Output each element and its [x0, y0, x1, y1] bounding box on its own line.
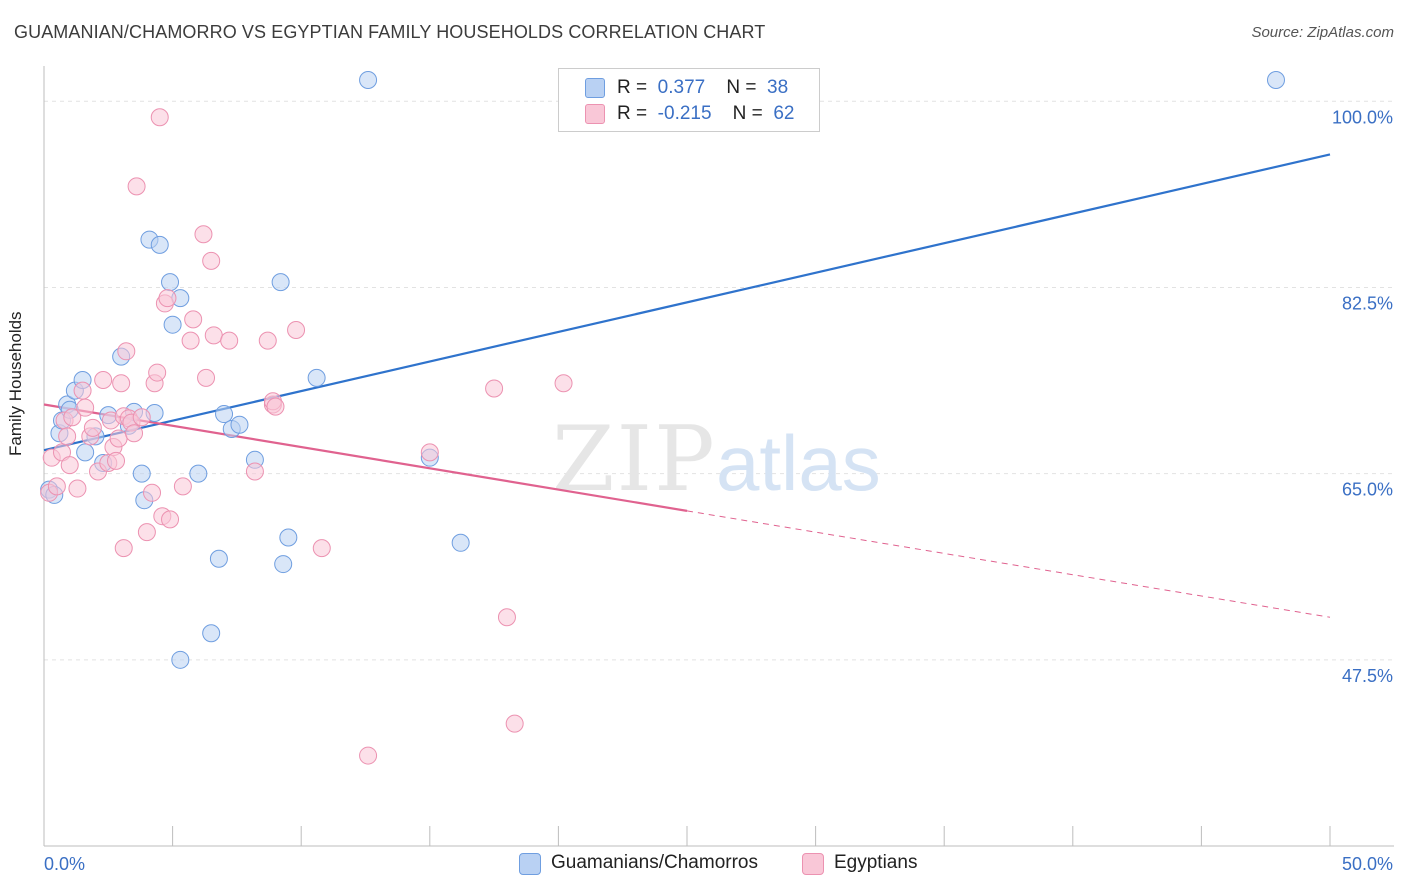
point-egyptian-23: [114, 539, 133, 558]
chart-title: GUAMANIAN/CHAMORRO VS EGYPTIAN FAMILY HO…: [14, 22, 766, 42]
point-egyptian-55: [485, 379, 504, 398]
watermark-atlas: atlas: [716, 419, 881, 507]
point-egyptian-27: [127, 177, 146, 196]
point-egyptian-44: [204, 326, 223, 345]
point-guamanian-38: [1266, 71, 1285, 89]
point-egyptian-28: [132, 408, 151, 427]
point-egyptian-32: [148, 363, 167, 382]
trend-line-dashed-egyptian: [686, 510, 1331, 618]
watermark: ZIP atlas: [552, 407, 881, 512]
point-egyptian-20: [112, 374, 131, 393]
legend-swatch-guamanian: [585, 78, 605, 98]
point-egyptian-41: [194, 225, 213, 244]
point-egyptian-14: [94, 371, 113, 390]
source-label: Source: ZipAtlas.com: [1251, 24, 1394, 41]
y-tick-label-47.5: 47.5%: [1342, 666, 1393, 686]
point-egyptian-45: [220, 331, 239, 350]
point-egyptian-5: [58, 427, 77, 446]
bottom-legend-label-egyptian: Egyptians: [834, 852, 918, 873]
trend-lines: [43, 153, 1331, 618]
point-egyptian-52: [312, 539, 331, 558]
point-guamanian-26: [209, 549, 228, 568]
watermark-zip: ZIP: [552, 407, 717, 512]
y-tick-label-65: 65.0%: [1342, 480, 1393, 500]
legend-r-value-guamanian: 0.377: [657, 77, 706, 98]
correlation-legend: R = 0.377 N = 38 R = -0.215 N = 62: [558, 68, 820, 132]
point-egyptian-29: [137, 523, 156, 542]
point-egyptian-33: [150, 108, 169, 127]
point-egyptian-50: [266, 397, 285, 416]
point-egyptian-54: [420, 443, 439, 462]
point-egyptian-10: [76, 398, 95, 417]
legend-text-egyptian: R = -0.215 N = 62: [617, 103, 795, 124]
point-egyptian-53: [359, 746, 378, 765]
point-egyptian-18: [107, 451, 126, 470]
y-tick-label-100: 100.0%: [1332, 107, 1393, 127]
point-egyptian-56: [497, 608, 516, 627]
point-egyptian-42: [197, 368, 216, 387]
bottom-legend-label-guamanian: Guamanians/Chamorros: [551, 852, 758, 873]
point-egyptian-36: [158, 289, 177, 308]
point-egyptian-51: [287, 321, 306, 340]
point-guamanian-34: [307, 368, 326, 387]
point-guamanian-35: [359, 71, 378, 89]
point-guamanian-21: [163, 315, 182, 334]
point-guamanian-31: [271, 273, 290, 292]
point-egyptian-6: [60, 456, 79, 475]
point-guamanian-24: [189, 464, 208, 483]
point-guamanian-33: [279, 528, 298, 547]
y-axis-label: Family Households: [6, 311, 25, 456]
legend-text-guamanian: R = 0.377 N = 38: [617, 77, 789, 98]
point-egyptian-46: [245, 462, 264, 481]
point-egyptian-30: [143, 483, 162, 502]
point-egyptian-49: [258, 331, 277, 350]
bottom-legend-swatch-guamanian: [519, 853, 541, 875]
tick-labels: 100.0% 82.5% 65.0% 47.5% 0.0% 50.0%: [44, 107, 1393, 874]
point-guamanian-8: [76, 443, 95, 462]
grid-lines: [44, 100, 1394, 661]
point-guamanian-23: [171, 650, 190, 669]
bottom-legend-swatch-egyptian: [802, 853, 824, 875]
point-guamanian-19: [150, 235, 169, 254]
point-egyptian-43: [202, 251, 221, 270]
point-egyptian-7: [63, 408, 82, 427]
point-egyptian-39: [181, 331, 200, 350]
data-points: [40, 71, 1285, 765]
legend-n-value-guamanian: 38: [767, 77, 789, 98]
point-egyptian-57: [505, 714, 524, 733]
trend-line-guamanian: [43, 153, 1331, 452]
point-egyptian-37: [161, 510, 180, 529]
point-guamanian-25: [202, 624, 221, 643]
legend-n-value-egyptian: 62: [773, 103, 795, 124]
point-egyptian-38: [173, 477, 192, 496]
point-guamanian-32: [274, 555, 293, 574]
legend-swatch-egyptian: [585, 104, 605, 124]
point-egyptian-26: [125, 424, 144, 443]
point-egyptian-9: [73, 381, 92, 400]
point-egyptian-22: [117, 342, 136, 361]
point-egyptian-40: [184, 310, 203, 329]
point-egyptian-58: [554, 374, 573, 393]
x-tick-label-50: 50.0%: [1342, 854, 1393, 874]
point-egyptian-12: [83, 418, 102, 437]
point-guamanian-20: [161, 273, 180, 292]
point-egyptian-2: [47, 477, 66, 496]
trend-line-egyptian: [43, 403, 688, 512]
point-guamanian-37: [451, 533, 470, 552]
y-tick-label-82.5: 82.5%: [1342, 293, 1393, 313]
point-guamanian-29: [230, 415, 249, 434]
point-guamanian-15: [132, 464, 151, 483]
point-egyptian-8: [68, 479, 87, 498]
x-tick-label-0: 0.0%: [44, 854, 85, 874]
point-egyptian-19: [109, 429, 128, 448]
legend-r-value-egyptian: -0.215: [657, 103, 712, 124]
point-guamanian-27: [215, 405, 234, 424]
